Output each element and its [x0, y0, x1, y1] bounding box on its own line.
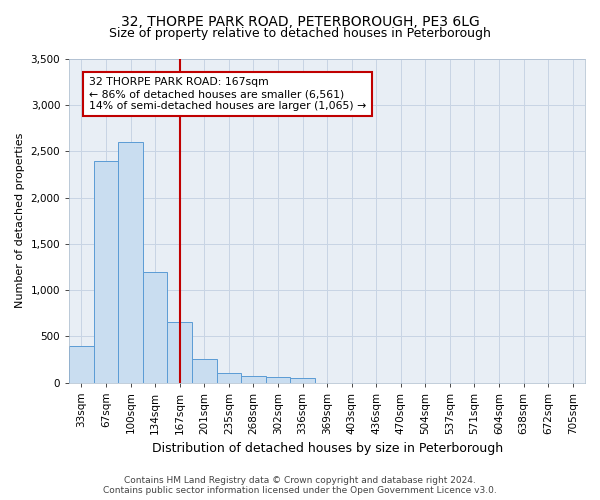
Text: Contains HM Land Registry data © Crown copyright and database right 2024.
Contai: Contains HM Land Registry data © Crown c…	[103, 476, 497, 495]
Text: 32, THORPE PARK ROAD, PETERBOROUGH, PE3 6LG: 32, THORPE PARK ROAD, PETERBOROUGH, PE3 …	[121, 15, 479, 29]
Bar	[241, 376, 266, 382]
Bar	[167, 322, 192, 382]
Text: Size of property relative to detached houses in Peterborough: Size of property relative to detached ho…	[109, 28, 491, 40]
Bar	[69, 346, 94, 383]
Bar	[217, 374, 241, 382]
X-axis label: Distribution of detached houses by size in Peterborough: Distribution of detached houses by size …	[152, 442, 503, 455]
Y-axis label: Number of detached properties: Number of detached properties	[15, 133, 25, 308]
Bar	[290, 378, 315, 382]
Text: 32 THORPE PARK ROAD: 167sqm
← 86% of detached houses are smaller (6,561)
14% of : 32 THORPE PARK ROAD: 167sqm ← 86% of det…	[89, 78, 366, 110]
Bar	[192, 360, 217, 382]
Bar	[118, 142, 143, 382]
Bar	[143, 272, 167, 382]
Bar	[266, 377, 290, 382]
Bar	[94, 160, 118, 382]
